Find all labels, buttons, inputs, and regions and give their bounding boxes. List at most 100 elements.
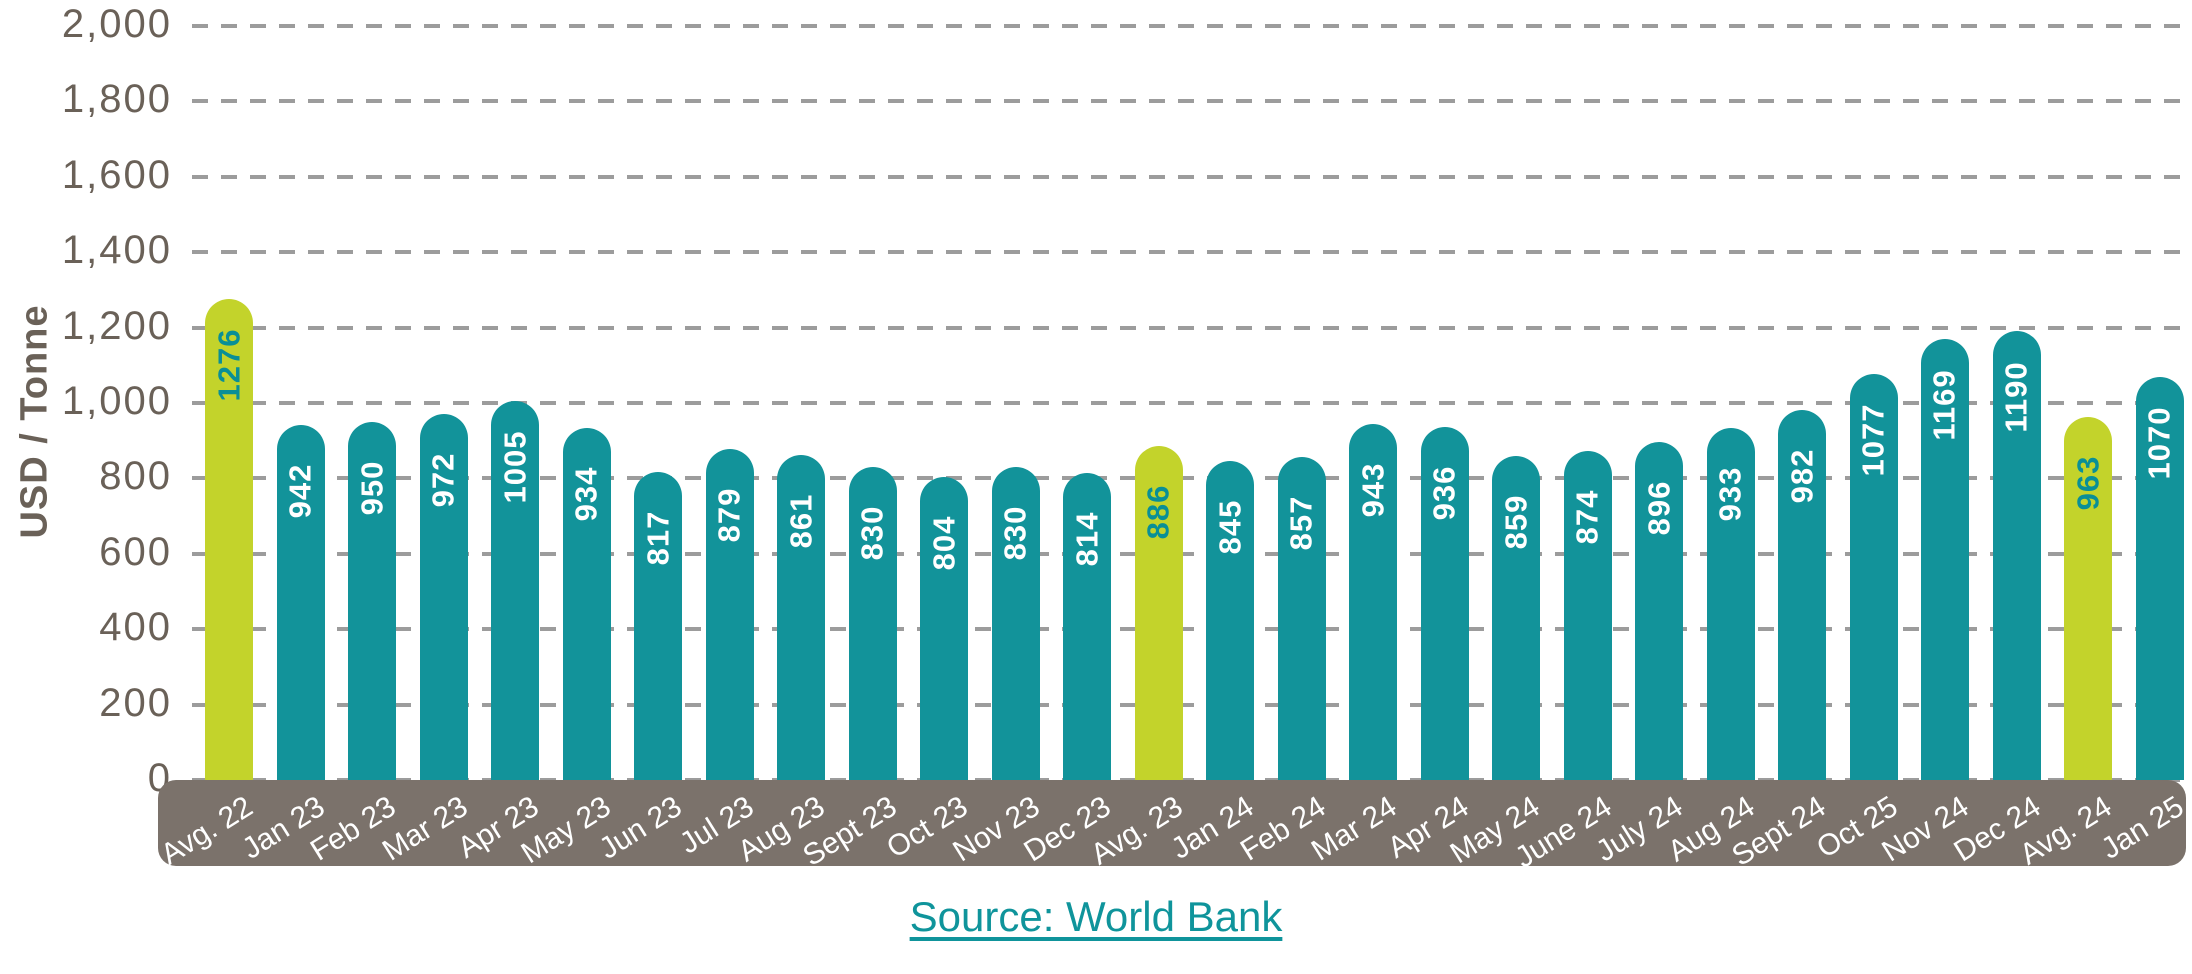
- bar-feb-23: 950: [348, 421, 396, 780]
- bar-jul-23: 879: [705, 448, 754, 780]
- bar-value-box: 857: [1278, 457, 1326, 589]
- bar-value-label: 857: [1283, 495, 1319, 551]
- bar-value-box: 886: [1135, 446, 1183, 578]
- bar-value-label: 963: [2070, 455, 2106, 511]
- y-tick-label-1000: 1,000: [61, 379, 172, 423]
- gridline-1400: [192, 250, 2192, 255]
- bar-value-box: 874: [1564, 451, 1612, 583]
- bar-june-24: 874: [1563, 450, 1612, 780]
- y-tick-label-1400: 1,400: [61, 228, 172, 273]
- bar-value-box: 804: [920, 477, 968, 609]
- bar-value-box: 1190: [1993, 331, 2041, 463]
- x-tick-label-jun-23: Jun 23: [593, 790, 688, 866]
- bar-aug-24: 933: [1706, 428, 1755, 780]
- source-link[interactable]: Source: World Bank: [909, 893, 1283, 940]
- bar-value-box: 817: [634, 472, 682, 604]
- bar-nov-24: 1169: [1921, 339, 1969, 780]
- bar-value-label: 1077: [1855, 403, 1891, 477]
- gridline-1200: [192, 325, 2192, 330]
- bar-value-label: 1169: [1927, 369, 1963, 441]
- bar-dec-23: 814: [1063, 473, 1111, 780]
- bar-value-label: 1070: [2141, 406, 2177, 480]
- bar-value-label: 817: [640, 510, 676, 566]
- bar-apr-23: 1005: [491, 401, 539, 780]
- bar-value-box: 963: [2064, 417, 2112, 549]
- bar-value-box: 942: [277, 425, 325, 557]
- bar-value-label: 830: [997, 505, 1033, 561]
- bar-value-box: 1169: [1921, 339, 1969, 471]
- bar-sept-23: 830: [848, 467, 897, 780]
- bar-value-label: 879: [711, 487, 747, 542]
- y-tick-label-1600: 1,600: [61, 152, 172, 197]
- y-tick-label-400: 400: [99, 605, 172, 650]
- gridline-2000: [192, 24, 2192, 28]
- bar-mar-23: 972: [419, 413, 468, 780]
- bar-value-label: 943: [1355, 463, 1391, 518]
- bar-value-box: 1077: [1850, 374, 1898, 506]
- y-tick-label-800: 800: [99, 454, 172, 499]
- bar-value-box: 934: [563, 428, 611, 560]
- bar-value-box: 861: [777, 455, 825, 587]
- bar-value-box: 936: [1421, 427, 1469, 559]
- bar-value-box: 972: [420, 414, 468, 546]
- bar-feb-24: 857: [1277, 456, 1326, 780]
- bar-apr-24: 936: [1420, 427, 1469, 780]
- bar-value-label: 814: [1069, 511, 1105, 567]
- x-axis-band: Avg. 22 Jan 23 Feb 23 Mar 23 Apr 23 May 23 Jun…: [155, 780, 2189, 875]
- bar-jun-23: 817: [634, 471, 682, 780]
- bar-value-box: 859: [1492, 456, 1540, 588]
- bar-value-label: 896: [1641, 480, 1677, 536]
- bar-avg-22: 1276: [205, 298, 253, 780]
- bar-value-label: 1276: [211, 328, 246, 402]
- bar-may-24: 859: [1492, 456, 1540, 780]
- bar-dec-24: 1190: [1992, 331, 2041, 780]
- bar-avg-24: 963: [2064, 416, 2112, 780]
- bar-value-box: 830: [849, 467, 897, 599]
- bar-avg-23: 886: [1134, 445, 1183, 780]
- x-tick-label-avg-22: Avg. 22: [155, 790, 259, 872]
- bar-july-24: 896: [1635, 442, 1683, 780]
- gridline-600: [192, 551, 2192, 556]
- bar-value-box: 950: [348, 422, 396, 554]
- bar-mar-24: 943: [1349, 424, 1397, 780]
- bar-jan-25: 1070: [2135, 376, 2184, 780]
- y-tick-label-0: 0: [147, 756, 172, 800]
- bar-oct-23: 804: [920, 476, 968, 780]
- bar-value-box: 1005: [491, 401, 539, 533]
- bar-value-label: 1005: [497, 430, 532, 504]
- bar-oct-25: 1077: [1849, 373, 1898, 780]
- bar-value-label: 950: [354, 460, 390, 516]
- bar-nov-23: 830: [991, 467, 1040, 780]
- gridline-1000: [192, 401, 2192, 405]
- bar-value-box: 982: [1778, 410, 1826, 542]
- bar-value-box: 896: [1635, 442, 1683, 574]
- y-tick-label-1800: 1,800: [61, 77, 172, 122]
- gridline-400: [192, 627, 2192, 632]
- bar-value-box: 879: [706, 449, 754, 581]
- gridline-800: [192, 476, 2192, 481]
- bar-may-23: 934: [562, 427, 611, 780]
- bar-value-label: 886: [1140, 484, 1176, 540]
- bar-value-label: 830: [854, 505, 890, 561]
- bar-value-label: 861: [783, 494, 819, 549]
- bar-value-box: 830: [992, 467, 1040, 599]
- bar-value-label: 942: [282, 463, 318, 519]
- bar-value-label: 982: [1784, 448, 1820, 504]
- bar-value-box: 933: [1707, 428, 1755, 560]
- bar-value-label: 933: [1712, 466, 1748, 522]
- bar-value-label: 934: [568, 466, 604, 522]
- bar-value-label: 936: [1426, 465, 1462, 521]
- bar-sept-24: 982: [1778, 409, 1826, 780]
- bar-value-label: 845: [1212, 500, 1248, 555]
- bar-value-label: 804: [926, 515, 962, 571]
- bar-value-box: 1276: [205, 299, 253, 431]
- x-tick-label-jan-25: Jan 25: [2095, 790, 2189, 866]
- y-tick-label-600: 600: [99, 529, 172, 574]
- y-tick-label-2000: 2,000: [61, 2, 172, 46]
- gridline-200: [192, 702, 2192, 707]
- bar-value-box: 943: [1349, 424, 1397, 556]
- bar-value-box: 814: [1063, 473, 1111, 605]
- bar-value-label: 859: [1498, 494, 1534, 550]
- bar-value-label: 972: [425, 452, 461, 507]
- bar-value-label: 1190: [1998, 361, 2034, 433]
